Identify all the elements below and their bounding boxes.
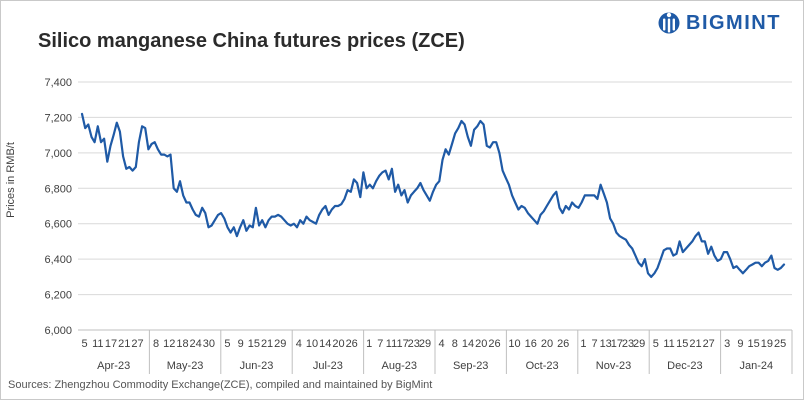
y-axis-label: Prices in RMB/t xyxy=(5,142,17,218)
y-tick-label: 7,400 xyxy=(44,77,72,89)
y-tick-label: 7,200 xyxy=(44,112,72,124)
x-day-tick-label: 24 xyxy=(190,338,202,350)
x-day-tick-label: 21 xyxy=(261,338,273,350)
x-day-tick-label: 14 xyxy=(462,338,474,350)
x-day-tick-label: 17 xyxy=(105,338,117,350)
x-day-tick-label: 29 xyxy=(419,338,431,350)
x-month-label: Apr-23 xyxy=(97,360,130,372)
x-day-tick-label: 5 xyxy=(82,338,88,350)
x-day-tick-label: 29 xyxy=(633,338,645,350)
x-day-tick-label: 27 xyxy=(131,338,143,350)
x-day-tick-label: 16 xyxy=(525,338,537,350)
y-tick-label: 6,600 xyxy=(44,219,72,231)
source-note: Sources: Zhengzhou Commodity Exchange(ZC… xyxy=(8,379,433,391)
y-tick-label: 6,800 xyxy=(44,183,72,195)
x-day-tick-label: 20 xyxy=(475,338,487,350)
x-day-tick-label: 1 xyxy=(366,338,372,350)
x-day-tick-label: 7 xyxy=(377,338,383,350)
x-day-tick-label: 10 xyxy=(508,338,520,350)
x-month-label: Sep-23 xyxy=(453,360,488,372)
x-day-tick-label: 13 xyxy=(600,338,612,350)
x-day-tick-label: 29 xyxy=(274,338,286,350)
y-tick-label: 6,000 xyxy=(44,325,72,337)
x-day-tick-label: 5 xyxy=(224,338,230,350)
x-day-tick-label: 26 xyxy=(557,338,569,350)
x-day-tick-label: 11 xyxy=(92,338,103,350)
x-day-tick-label: 18 xyxy=(176,338,188,350)
x-day-tick-label: 21 xyxy=(689,338,701,350)
x-day-tick-label: 7 xyxy=(591,338,597,350)
x-month-label: Nov-23 xyxy=(596,360,631,372)
x-day-tick-label: 21 xyxy=(118,338,130,350)
x-day-tick-label: 26 xyxy=(488,338,500,350)
x-day-tick-label: 4 xyxy=(439,338,445,350)
brand-logo: BIGMINT xyxy=(658,8,781,38)
x-day-tick-label: 15 xyxy=(748,338,760,350)
x-day-tick-label: 12 xyxy=(163,338,175,350)
x-day-tick-label: 23 xyxy=(408,338,420,350)
x-day-tick-label: 3 xyxy=(724,338,730,350)
x-day-tick-label: 4 xyxy=(296,338,302,350)
brand-name: BIGMINT xyxy=(686,11,781,34)
x-day-tick-label: 23 xyxy=(622,338,634,350)
x-day-tick-label: 1 xyxy=(580,338,586,350)
x-day-tick-label: 19 xyxy=(761,338,773,350)
x-day-tick-label: 11 xyxy=(386,338,397,350)
x-day-tick-label: 5 xyxy=(653,338,659,350)
price-series-line xyxy=(80,112,786,278)
x-day-tick-label: 9 xyxy=(737,338,743,350)
x-day-tick-label: 8 xyxy=(153,338,159,350)
x-day-tick-label: 8 xyxy=(452,338,458,350)
y-tick-label: 6,200 xyxy=(44,290,72,302)
x-day-tick-label: 15 xyxy=(248,338,260,350)
x-month-label: Dec-23 xyxy=(667,360,702,372)
x-day-tick-label: 9 xyxy=(238,338,244,350)
x-month-label: Oct-23 xyxy=(526,360,559,372)
x-day-tick-label: 20 xyxy=(332,338,344,350)
y-tick-label: 6,400 xyxy=(44,254,72,266)
x-month-label: Jun-23 xyxy=(240,360,274,372)
x-day-tick-label: 27 xyxy=(703,338,715,350)
x-day-tick-label: 17 xyxy=(611,338,623,350)
chart-title: Silico manganese China futures prices (Z… xyxy=(38,30,465,52)
x-day-tick-label: 26 xyxy=(346,338,358,350)
x-month-label: May-23 xyxy=(167,360,204,372)
x-day-tick-label: 20 xyxy=(541,338,553,350)
y-tick-label: 7,000 xyxy=(44,148,72,160)
x-month-label: Jul-23 xyxy=(313,360,343,372)
x-month-label: Aug-23 xyxy=(382,360,417,372)
x-day-tick-label: 17 xyxy=(397,338,409,350)
x-day-tick-label: 15 xyxy=(676,338,688,350)
x-day-tick-label: 14 xyxy=(319,338,331,350)
x-month-label: Jan-24 xyxy=(739,360,773,372)
x-day-tick-label: 10 xyxy=(306,338,318,350)
x-day-tick-label: 11 xyxy=(663,338,674,350)
x-day-tick-label: 25 xyxy=(774,338,786,350)
brand-mark-icon xyxy=(658,12,680,34)
x-day-tick-label: 30 xyxy=(203,338,215,350)
